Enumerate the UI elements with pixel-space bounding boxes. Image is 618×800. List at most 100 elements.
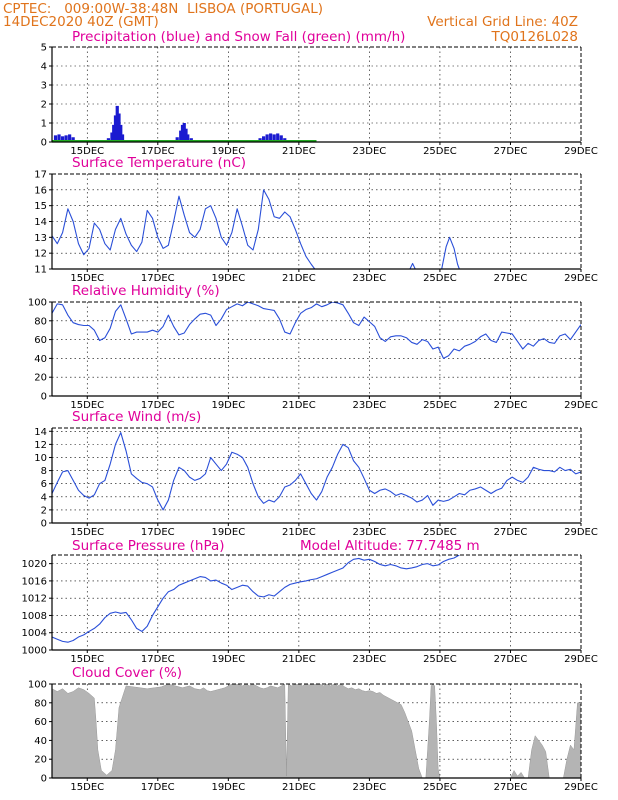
- precip-bar: [64, 135, 68, 142]
- pressure-xtick-label: 27DEC: [494, 654, 528, 665]
- temperature-ytick-label: 14: [34, 217, 47, 228]
- wind-ytick-label: 12: [34, 440, 47, 451]
- wind-xtick-label: 29DEC: [564, 527, 598, 538]
- cloud-xtick-label: 21DEC: [282, 782, 316, 793]
- pressure-xtick-label: 15DEC: [70, 654, 104, 665]
- precip-bar: [276, 133, 280, 142]
- pressure-xtick-label: 25DEC: [423, 654, 457, 665]
- temperature-ytick-label: 12: [34, 249, 47, 260]
- temperature-ytick-label: 17: [34, 170, 47, 181]
- cloud-ytick-label: 60: [34, 717, 47, 728]
- wind-ytick-label: 0: [41, 519, 47, 530]
- humidity-ytick-label: 100: [28, 298, 47, 309]
- precip-bar: [117, 113, 121, 142]
- wind-ytick-label: 6: [41, 479, 47, 490]
- precip-bar: [180, 124, 185, 142]
- humidity-plot: [52, 302, 581, 359]
- wind-ytick-label: 10: [34, 453, 47, 464]
- precip-bar: [53, 135, 58, 142]
- humidity-ytick-label: 40: [34, 354, 47, 365]
- precip-bar: [120, 134, 125, 142]
- precip-bar: [272, 134, 276, 142]
- cloud-xtick-label: 27DEC: [494, 782, 528, 793]
- panel-cloud: Cloud Cover (%) 0 20 40 60 80 100 15DEC 17DEC 19D…: [28, 665, 598, 793]
- temperature-ytick-label: 11: [34, 265, 47, 276]
- pressure-xtick-label: 29DEC: [564, 654, 598, 665]
- pressure-xtick-label: 19DEC: [211, 654, 245, 665]
- temperature-ytick-label: 16: [34, 185, 47, 196]
- wind-xtick-label: 15DEC: [70, 527, 104, 538]
- precip-xtick-label: 15DEC: [70, 146, 104, 157]
- cloud-ytick-label: 80: [34, 698, 47, 709]
- precip-bar: [184, 128, 188, 142]
- precip-plot: [52, 105, 317, 142]
- cloud-area: [52, 684, 581, 778]
- temperature-xtick-label: 21DEC: [282, 273, 316, 284]
- location-header: CPTEC: 009:00W-38:48N LISBOA (PORTUGAL): [3, 1, 323, 17]
- panel-precip: Precipitation (blue) and Snow Fall (gree…: [41, 29, 598, 157]
- precip-bar: [262, 136, 266, 142]
- precip-bar: [112, 124, 116, 142]
- precip-bar: [60, 136, 65, 142]
- precip-bar: [269, 133, 273, 142]
- wind-title: Surface Wind (m/s): [72, 409, 201, 425]
- temperature-xtick-label: 27DEC: [494, 273, 528, 284]
- precip-bar: [186, 134, 190, 142]
- precip-ytick-label: 5: [41, 43, 47, 54]
- temperature-ytick-label: 13: [34, 233, 47, 244]
- pressure-plot: [52, 555, 460, 643]
- model-id: TQ0126L028: [490, 29, 578, 45]
- humidity-xtick-label: 29DEC: [564, 400, 598, 411]
- precip-bar: [71, 137, 75, 142]
- cloud-xtick-label: 25DEC: [423, 782, 457, 793]
- humidity-xtick-label: 15DEC: [70, 400, 104, 411]
- precip-ytick-label: 0: [41, 138, 47, 149]
- humidity-xtick-label: 21DEC: [282, 400, 316, 411]
- wind-ytick-label: 14: [34, 427, 47, 438]
- precip-xtick-label: 25DEC: [423, 146, 457, 157]
- humidity-ytick-label: 20: [34, 373, 47, 384]
- precip-ytick-label: 3: [41, 81, 47, 92]
- pressure-ytick-label: 1016: [22, 576, 47, 587]
- precip-bar: [179, 130, 183, 142]
- wind-line: [52, 432, 581, 511]
- temperature-xtick-label: 25DEC: [423, 273, 457, 284]
- wind-ytick-label: 8: [41, 466, 47, 477]
- precip-bar: [182, 123, 186, 142]
- cloud-xtick-label: 29DEC: [564, 782, 598, 793]
- cloud-xtick-label: 15DEC: [70, 782, 104, 793]
- pressure-ytick-label: 1012: [22, 594, 47, 605]
- precip-bar: [175, 137, 179, 142]
- pressure-ytick-label: 1008: [22, 611, 47, 622]
- humidity-xtick-label: 27DEC: [494, 400, 528, 411]
- pressure-ytick-label: 1004: [22, 628, 47, 639]
- precip-xtick-label: 19DEC: [211, 146, 245, 157]
- precip-xtick-label: 21DEC: [282, 146, 316, 157]
- precip-ytick-label: 4: [41, 62, 47, 73]
- precip-bar: [115, 105, 119, 142]
- humidity-xtick-label: 17DEC: [141, 400, 175, 411]
- humidity-xtick-label: 23DEC: [353, 400, 387, 411]
- temperature-xtick-label: 15DEC: [70, 273, 104, 284]
- precip-xtick-label: 29DEC: [564, 146, 598, 157]
- precip-xtick-label: 17DEC: [141, 146, 175, 157]
- wind-xtick-label: 23DEC: [353, 527, 387, 538]
- pressure-title: Surface Pressure (hPa): [72, 538, 225, 554]
- precip-bar: [110, 132, 114, 142]
- precip-ytick-label: 1: [41, 119, 47, 130]
- grid-line-note: Vertical Grid Line: 40Z: [427, 14, 578, 30]
- wind-xtick-label: 27DEC: [494, 527, 528, 538]
- cloud-plot: [52, 684, 581, 778]
- pressure-xtick-label: 21DEC: [282, 654, 316, 665]
- pressure-xtick-label: 17DEC: [141, 654, 175, 665]
- humidity-xtick-label: 25DEC: [423, 400, 457, 411]
- temperature-plot: [52, 189, 460, 269]
- wind-xtick-label: 17DEC: [141, 527, 175, 538]
- cloud-ytick-label: 0: [41, 774, 47, 785]
- temperature-xtick-label: 23DEC: [353, 273, 387, 284]
- temperature-xtick-label: 29DEC: [564, 273, 598, 284]
- pressure-ytick-label: 1020: [22, 559, 47, 570]
- pressure-ytick-label: 1000: [22, 646, 47, 657]
- panel-wind: Surface Wind (m/s) 0 2 4 6 8 10 12 14 15DEC 17DEC 1…: [34, 409, 598, 538]
